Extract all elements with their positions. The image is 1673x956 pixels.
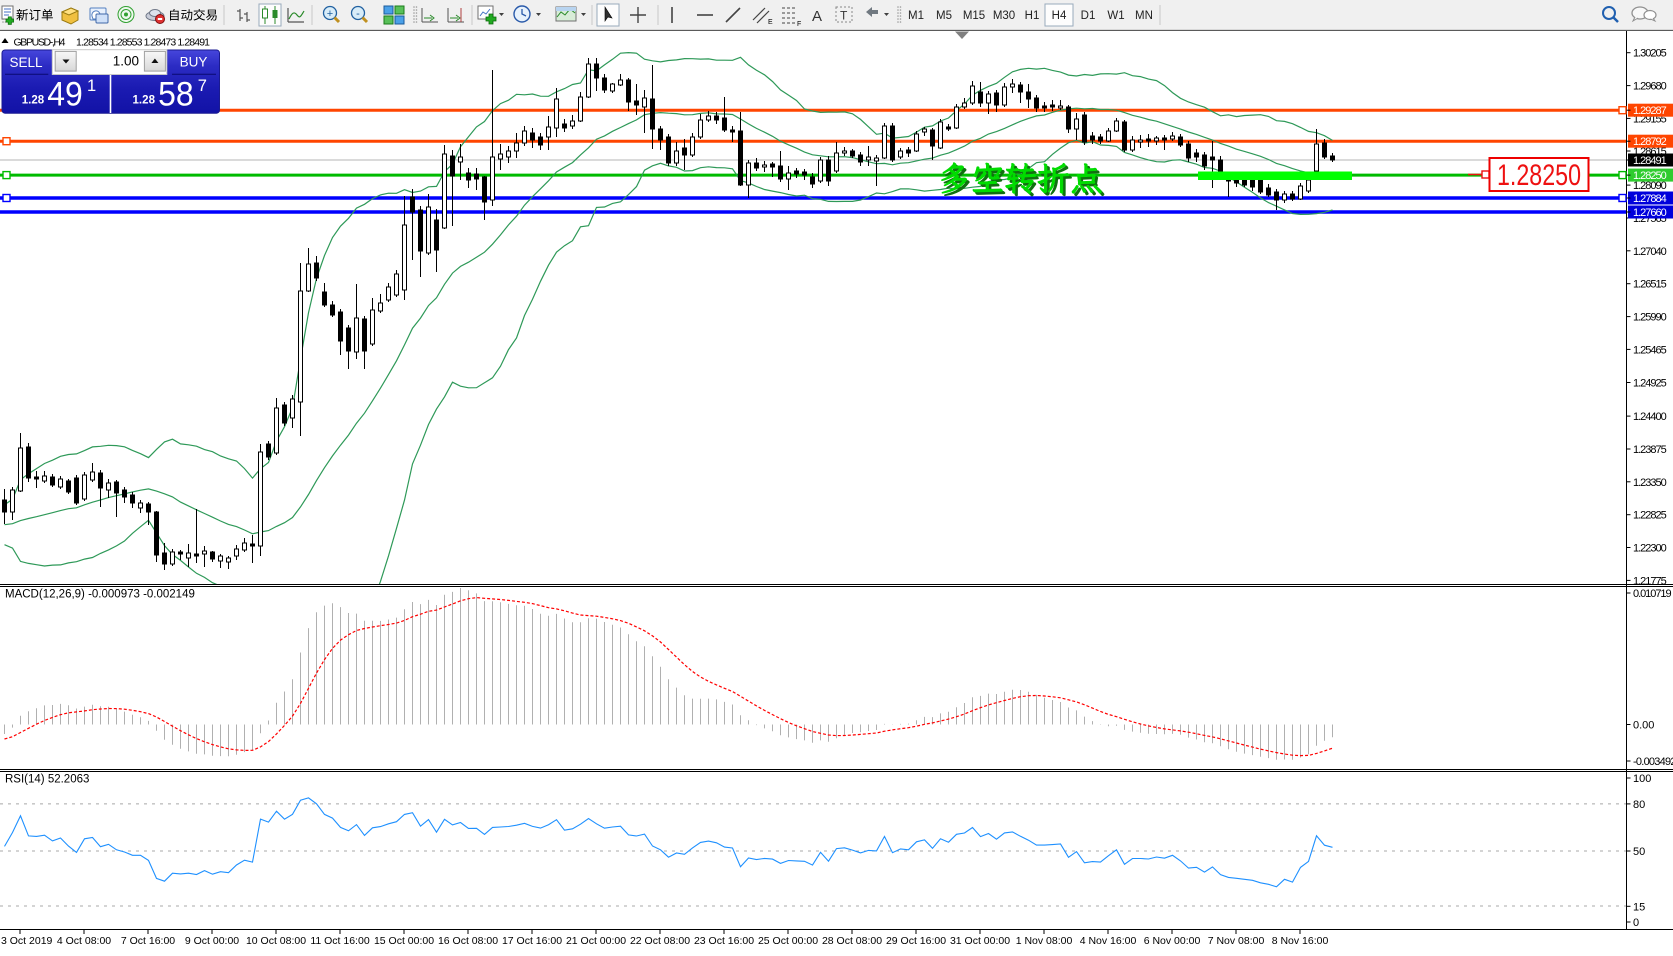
svg-text:1.22825: 1.22825 [1633,510,1667,522]
svg-text:100: 100 [1633,773,1651,785]
svg-text:M5: M5 [936,10,952,22]
svg-text:15: 15 [1633,901,1645,913]
svg-text:M30: M30 [993,10,1015,22]
svg-text:1.29287: 1.29287 [1633,105,1667,117]
svg-text:1.27660: 1.27660 [1633,207,1667,219]
svg-text:1.24925: 1.24925 [1633,378,1667,390]
svg-text:22 Oct 08:00: 22 Oct 08:00 [630,935,690,947]
svg-text:1.28: 1.28 [133,94,156,106]
svg-text:SELL: SELL [9,55,43,70]
svg-text:A: A [812,8,822,25]
svg-text:7 Nov 08:00: 7 Nov 08:00 [1208,935,1265,947]
svg-text:1 Nov 08:00: 1 Nov 08:00 [1016,935,1073,947]
svg-text:80: 80 [1633,799,1645,811]
svg-text:M1: M1 [908,10,924,22]
svg-text:1.25465: 1.25465 [1633,344,1667,356]
svg-text:7 Oct 16:00: 7 Oct 16:00 [121,935,175,947]
svg-text:31 Oct 00:00: 31 Oct 00:00 [950,935,1010,947]
svg-text:4 Nov 16:00: 4 Nov 16:00 [1080,935,1137,947]
svg-text:0.010719: 0.010719 [1633,588,1672,600]
svg-text:9 Oct 00:00: 9 Oct 00:00 [185,935,239,947]
svg-text:1.26515: 1.26515 [1633,279,1667,291]
svg-text:3 Oct 2019: 3 Oct 2019 [1,935,53,947]
svg-text:49: 49 [47,76,83,114]
svg-text:M15: M15 [963,10,985,22]
svg-text:BUY: BUY [180,55,208,70]
svg-text:58: 58 [158,76,194,114]
svg-text:29 Oct 16:00: 29 Oct 16:00 [886,935,946,947]
svg-text:1.25990: 1.25990 [1633,312,1667,324]
svg-text:1: 1 [87,77,96,95]
svg-text:H4: H4 [1052,10,1067,22]
svg-text:10 Oct 08:00: 10 Oct 08:00 [246,935,306,947]
svg-text:RSI(14) 52.2063: RSI(14) 52.2063 [5,774,89,786]
svg-text:T: T [840,9,848,23]
svg-text:D1: D1 [1081,10,1096,22]
svg-text:E: E [768,19,773,26]
svg-text:1.28534 1.28553 1.28473 1.2849: 1.28534 1.28553 1.28473 1.28491 [76,37,210,49]
svg-text:16 Oct 08:00: 16 Oct 08:00 [438,935,498,947]
svg-text:4 Oct 08:00: 4 Oct 08:00 [57,935,111,947]
svg-text:1.23350: 1.23350 [1633,477,1667,489]
svg-text:50: 50 [1633,846,1645,858]
svg-text:W1: W1 [1107,10,1124,22]
svg-text:-: - [356,8,360,20]
svg-text:23 Oct 16:00: 23 Oct 16:00 [694,935,754,947]
svg-text:6 Nov 00:00: 6 Nov 00:00 [1144,935,1201,947]
svg-text:1.29680: 1.29680 [1633,81,1667,93]
svg-text:F: F [797,21,801,28]
svg-text:1.28792: 1.28792 [1633,136,1667,148]
svg-text:1.23875: 1.23875 [1633,444,1667,456]
svg-text:11 Oct 16:00: 11 Oct 16:00 [310,935,370,947]
svg-text:MN: MN [1135,10,1153,22]
svg-text:-0.003492: -0.003492 [1633,756,1673,768]
svg-text:H1: H1 [1025,10,1040,22]
svg-text:1.00: 1.00 [113,54,139,69]
svg-text:28 Oct 08:00: 28 Oct 08:00 [822,935,882,947]
svg-text:17 Oct 16:00: 17 Oct 16:00 [502,935,562,947]
svg-text:0: 0 [1633,917,1639,929]
svg-text:1.24400: 1.24400 [1633,411,1667,423]
svg-text:7: 7 [198,77,207,95]
svg-text:1.28: 1.28 [22,94,45,106]
svg-text:GBPUSD-,H4: GBPUSD-,H4 [14,37,66,49]
svg-text:1.21775: 1.21775 [1633,575,1667,587]
svg-text:1.28491: 1.28491 [1633,155,1667,167]
svg-text:25 Oct 00:00: 25 Oct 00:00 [758,935,818,947]
svg-text:MACD(12,26,9) -0.000973 -0.002: MACD(12,26,9) -0.000973 -0.002149 [5,589,195,601]
svg-text:1.27884: 1.27884 [1633,193,1667,205]
svg-text:1.28250: 1.28250 [1497,159,1581,192]
svg-text:+: + [327,8,333,20]
svg-text:0.00: 0.00 [1633,720,1654,732]
svg-text:21 Oct 00:00: 21 Oct 00:00 [566,935,626,947]
svg-text:15 Oct 00:00: 15 Oct 00:00 [374,935,434,947]
svg-text:1.30205: 1.30205 [1633,48,1667,60]
svg-text:1.28250: 1.28250 [1633,170,1667,182]
svg-text:1.28090: 1.28090 [1633,180,1667,192]
svg-text:1.27040: 1.27040 [1633,246,1667,258]
svg-text:8 Nov 16:00: 8 Nov 16:00 [1272,935,1329,947]
svg-text:1.22300: 1.22300 [1633,543,1667,555]
